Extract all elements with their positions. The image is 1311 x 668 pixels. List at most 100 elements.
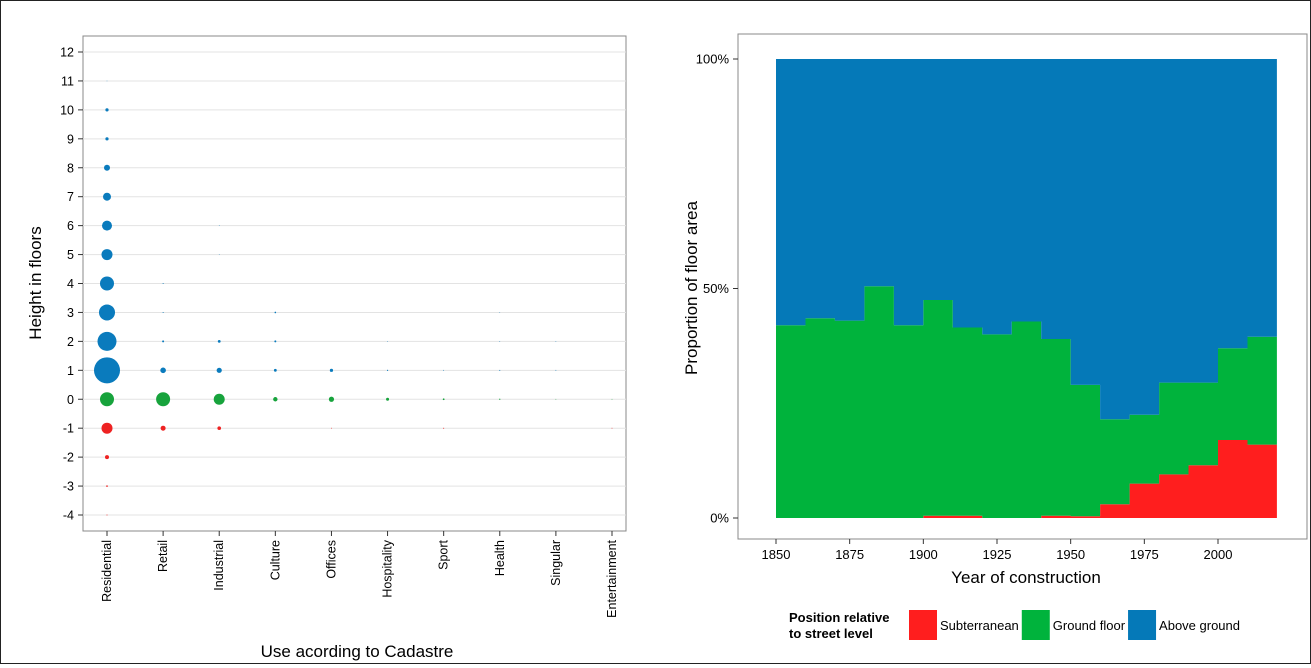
bubble-point-retail xyxy=(162,311,164,313)
area-y-ticks: 0% 50% 100% xyxy=(696,52,738,526)
area-chart: 0% 50% 100% 1850 1875 1900 1925 1950 1975 2000 P… xyxy=(682,33,1308,641)
x-tick-label: 1950 xyxy=(1056,547,1085,562)
bubble-point-industrial xyxy=(218,225,220,226)
y-tick-label: 50% xyxy=(703,281,729,296)
bubble-points xyxy=(94,80,613,516)
x-tick-label: 2000 xyxy=(1204,547,1233,562)
legend-swatch-ground-floor xyxy=(1021,610,1050,640)
legend-swatch-subterranean xyxy=(909,610,937,640)
bubble-point-residential xyxy=(106,514,108,516)
bubble-point-residential xyxy=(105,108,109,112)
bubble-point-industrial xyxy=(217,339,221,343)
legend-title-line1: Position relative xyxy=(789,610,889,625)
x-tick-label-hospitality: Hospitality xyxy=(381,539,395,597)
bubble-point-offices xyxy=(328,396,335,402)
legend-title-line2: to street level xyxy=(789,626,873,641)
y-tick-label: 2 xyxy=(67,335,74,349)
y-tick-label: 8 xyxy=(67,161,74,175)
y-tick-label: 9 xyxy=(67,132,74,146)
bubble-point-culture xyxy=(274,340,277,343)
bubble-y-axis-title: Height in floors xyxy=(26,226,45,339)
x-tick-label-residential: Residential xyxy=(100,540,114,602)
bubble-point-industrial xyxy=(217,426,222,430)
bubble-gridlines xyxy=(83,51,626,516)
bubble-point-residential xyxy=(106,485,108,487)
bubble-x-axis-title: Use acording to Cadastre xyxy=(261,642,454,661)
bubble-point-industrial xyxy=(213,393,225,405)
bubble-point-entertainment xyxy=(611,427,613,429)
x-tick-label-offices: Offices xyxy=(324,540,338,579)
bubble-point-sport xyxy=(443,369,445,371)
area-series-above-ground xyxy=(776,59,1277,420)
legend-label-ground-floor: Ground floor xyxy=(1053,618,1126,633)
bubble-point-culture xyxy=(274,311,277,314)
x-tick-label: 1925 xyxy=(983,547,1012,562)
legend-swatch-above-ground xyxy=(1128,610,1157,640)
y-tick-label: -1 xyxy=(63,422,74,436)
bubble-point-culture xyxy=(273,397,278,402)
legend-label-above-ground: Above ground xyxy=(1159,618,1240,633)
bubble-point-sport xyxy=(442,398,445,401)
area-x-ticks: 1850 1875 1900 1925 1950 1975 2000 xyxy=(762,539,1233,562)
bubble-point-residential xyxy=(105,137,109,141)
y-tick-label: -2 xyxy=(63,451,74,465)
x-tick-label-retail: Retail xyxy=(156,540,170,572)
y-tick-label: 12 xyxy=(60,46,74,60)
bubble-point-health xyxy=(499,340,501,342)
y-tick-label: 4 xyxy=(67,277,74,291)
y-tick-label: 1 xyxy=(67,364,74,378)
area-series xyxy=(776,59,1277,518)
bubble-point-offices xyxy=(329,368,334,372)
legend-label-subterranean: Subterranean xyxy=(940,618,1019,633)
y-tick-label: 11 xyxy=(61,74,74,88)
x-tick-label-sport: Sport xyxy=(437,539,451,569)
bubble-point-industrial xyxy=(218,254,220,255)
bubble-point-residential xyxy=(101,422,113,434)
bubble-point-hospitality xyxy=(386,369,389,371)
bubble-point-hospitality xyxy=(387,341,388,342)
x-tick-label: 1975 xyxy=(1130,547,1159,562)
y-tick-label: 0 xyxy=(67,393,74,407)
y-tick-label: -4 xyxy=(63,509,74,523)
bubble-point-residential xyxy=(103,192,111,201)
bubble-point-health xyxy=(499,369,501,371)
bubble-point-culture xyxy=(273,368,277,372)
bubble-point-retail xyxy=(160,367,166,374)
area-x-axis-title: Year of construction xyxy=(951,568,1101,587)
y-tick-label: 5 xyxy=(67,248,74,262)
x-tick-label-entertainment: Entertainment xyxy=(605,539,619,617)
bubble-point-residential xyxy=(97,331,117,351)
bubble-point-singular xyxy=(555,341,557,342)
y-tick-label: 100% xyxy=(696,52,730,67)
bubble-point-residential xyxy=(100,276,114,291)
y-tick-label: 0% xyxy=(710,511,729,526)
area-y-axis-title: Proportion of floor area xyxy=(682,201,701,375)
bubble-point-sport xyxy=(443,427,445,429)
x-tick-label-industrial: Industrial xyxy=(212,540,226,591)
area-legend: Position relative to street level Subter… xyxy=(789,610,1240,641)
bubble-point-residential xyxy=(106,80,108,82)
bubble-point-singular xyxy=(555,398,557,400)
bubble-point-retail xyxy=(156,392,171,407)
y-tick-label: -3 xyxy=(63,480,74,494)
bubble-point-singular xyxy=(555,369,557,371)
bubble-point-residential xyxy=(104,164,110,171)
x-tick-label-health: Health xyxy=(493,540,507,576)
bubble-point-hospitality xyxy=(386,397,390,401)
bubble-point-health xyxy=(499,398,501,400)
area-series-subterranean xyxy=(776,440,1277,518)
legend-items: Subterranean Ground floor Above ground xyxy=(909,610,1240,640)
bubble-point-retail xyxy=(162,340,165,343)
y-tick-label: 3 xyxy=(67,306,74,320)
x-tick-label: 1900 xyxy=(909,547,938,562)
bubble-point-residential xyxy=(102,220,112,231)
y-tick-label: 10 xyxy=(60,103,74,117)
bubble-point-offices xyxy=(331,427,332,429)
bubble-x-ticks: Residential Retail Industrial Culture Office… xyxy=(100,531,619,618)
bubble-point-residential xyxy=(94,357,120,384)
bubble-point-retail xyxy=(162,283,164,284)
